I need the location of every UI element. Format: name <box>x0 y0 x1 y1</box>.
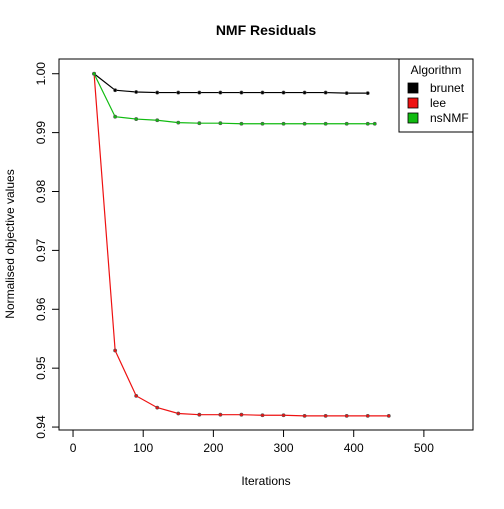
data-point-lee <box>260 413 265 418</box>
data-point-lee <box>155 405 160 410</box>
data-point-brunet <box>239 90 244 95</box>
data-point-nsNMF <box>197 121 202 126</box>
y-tick-label: 0.94 <box>34 415 48 439</box>
data-point-brunet <box>155 90 160 95</box>
y-tick-label: 0.96 <box>34 297 48 321</box>
x-axis-label: Iterations <box>241 474 290 488</box>
legend-swatch-nsNMF <box>407 112 419 124</box>
data-point-nsNMF <box>281 121 286 126</box>
data-point-nsNMF <box>302 121 307 126</box>
plot-frame <box>58 58 474 431</box>
data-point-brunet <box>197 90 202 95</box>
y-axis-label: Normalised objective values <box>3 169 17 318</box>
x-tick-label: 300 <box>274 441 294 455</box>
data-point-brunet <box>323 90 328 95</box>
data-point-lee <box>176 411 181 416</box>
legend-swatch-brunet <box>407 82 419 94</box>
y-axis: 0.94 0.95 0.96 0.97 0.98 0.99 1.00 <box>34 62 59 439</box>
data-point-lee <box>218 412 223 417</box>
data-point-nsNMF <box>176 120 181 125</box>
data-point-lee <box>113 348 118 353</box>
y-tick-label: 0.97 <box>34 238 48 262</box>
data-point-brunet <box>344 91 349 96</box>
data-point-brunet <box>176 90 181 95</box>
data-point-nsNMF <box>344 121 349 126</box>
legend-title: Algorithm <box>411 63 462 77</box>
legend-swatch-lee <box>407 97 419 109</box>
data-point-nsNMF <box>239 121 244 126</box>
chart-title: NMF Residuals <box>216 22 317 38</box>
data-point-lee <box>281 413 286 418</box>
series-layer <box>92 71 391 418</box>
y-tick-label: 0.95 <box>34 356 48 380</box>
data-point-nsNMF <box>92 71 96 76</box>
data-point-lee <box>302 413 307 418</box>
data-point-nsNMF <box>134 117 139 121</box>
data-point-brunet <box>218 90 223 95</box>
y-tick-label: 0.99 <box>34 121 48 145</box>
legend-box <box>398 58 474 133</box>
data-point-nsNMF <box>218 121 223 126</box>
data-point-nsNMF <box>323 121 328 126</box>
data-point-brunet <box>260 90 265 95</box>
data-point-nsNMF <box>113 114 118 119</box>
data-point-brunet <box>365 91 370 96</box>
x-tick-label: 0 <box>70 441 77 455</box>
x-tick-label: 100 <box>133 441 153 455</box>
data-point-brunet <box>302 90 307 95</box>
data-point-brunet <box>134 90 139 94</box>
legend-label-nsNMF: nsNMF <box>430 111 469 125</box>
data-point-lee <box>239 412 244 417</box>
data-point-brunet <box>281 90 286 95</box>
data-point-lee <box>365 413 370 418</box>
data-point-lee <box>344 413 349 418</box>
data-point-nsNMF <box>155 118 160 123</box>
series-line-nsNMF <box>93 73 375 125</box>
data-point-lee <box>134 393 139 398</box>
data-point-lee <box>197 412 202 417</box>
data-point-nsNMF <box>365 121 370 126</box>
x-axis: 0 100 200 300 400 500 <box>70 430 434 455</box>
legend-label-brunet: brunet <box>430 81 465 95</box>
data-point-brunet <box>113 88 118 93</box>
data-point-lee <box>386 413 391 418</box>
x-tick-label: 200 <box>203 441 223 455</box>
y-tick-label: 1.00 <box>34 62 48 86</box>
x-tick-label: 400 <box>344 441 364 455</box>
data-point-lee <box>323 413 328 418</box>
series-line-brunet <box>93 73 368 94</box>
data-point-nsNMF <box>260 121 265 126</box>
data-point-nsNMF <box>372 121 377 126</box>
x-tick-label: 500 <box>414 441 434 455</box>
y-tick-label: 0.98 <box>34 179 48 203</box>
legend-label-lee: lee <box>430 96 446 110</box>
